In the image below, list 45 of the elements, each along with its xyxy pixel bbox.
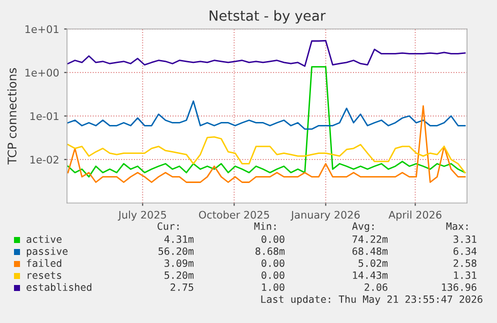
text: Min: [254,222,276,230]
text: 4.31m [164,235,194,243]
chart-title: Netstat - by year [210,10,326,24]
y-tick-label: 1e-01 [30,112,58,120]
y-tick-label: 1e+00 [25,68,59,77]
text: 1.31 [454,271,476,279]
text: 136.96 [442,283,476,291]
text: 14.43m [353,271,388,279]
line-series [67,105,466,183]
x-tick-label: January 2026 [290,210,360,221]
text: 8.68m [256,247,285,255]
text: 0.00 [262,235,284,243]
text: 2.58 [454,259,476,267]
text: Max: [446,222,468,230]
text: 2.06 [364,283,388,291]
text: Cur: [158,222,179,230]
text: Avg: [352,222,374,232]
text: 2.75 [170,283,194,291]
text: 68.48m [352,247,388,255]
legend-label: failed [26,259,62,267]
legend-label: resets [28,272,62,279]
legend-label: active [26,235,62,243]
x-tick-label: April 2026 [388,210,442,221]
text: 3.31 [454,235,476,243]
line-series [67,136,466,174]
text: Last update: Thu May 21 23:55:47 2026 [261,295,482,305]
text: 0.00 [262,271,284,279]
legend-label: passive [26,247,68,257]
text: 5.20m [164,271,194,279]
line-series [67,40,466,67]
legend-label: established [26,283,92,291]
text: 5.02m [358,259,388,267]
x-tick-label: July 2025 [118,210,166,221]
text: 6.34 [454,247,477,255]
y-tick-label: 1e+01 [25,25,58,34]
y-axis-title: TCP connections [7,68,16,164]
text: 1.00 [262,283,284,291]
text: 3.09m [164,259,194,267]
line-series [67,100,466,130]
text: 0.00 [262,259,284,267]
line-series [67,66,466,178]
text: 56.20m [158,247,194,255]
y-tick-label: 1e-02 [30,156,58,164]
text: 74.22m [352,235,388,243]
x-tick-label: October 2025 [198,210,270,219]
